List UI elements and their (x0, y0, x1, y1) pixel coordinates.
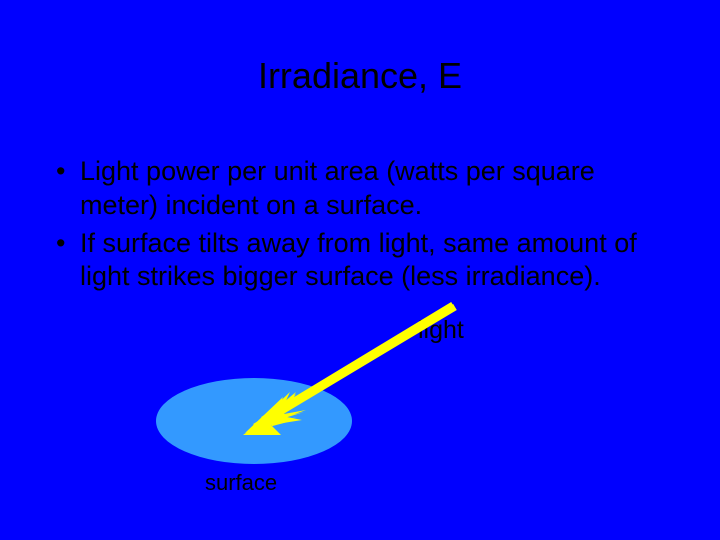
bullet-item: • Light power per unit area (watts per s… (50, 155, 670, 223)
slide-title: Irradiance, E (0, 55, 720, 97)
bullet-list: • Light power per unit area (watts per s… (50, 155, 670, 298)
bullet-text: If surface tilts away from light, same a… (80, 227, 670, 295)
bullet-marker: • (50, 155, 80, 223)
label-light: light (418, 316, 464, 345)
bullet-text: Light power per unit area (watts per squ… (80, 155, 670, 223)
surface-ellipse (156, 378, 352, 464)
bullet-marker: • (50, 227, 80, 295)
bullet-item: • If surface tilts away from light, same… (50, 227, 670, 295)
label-surface: surface (205, 470, 277, 496)
